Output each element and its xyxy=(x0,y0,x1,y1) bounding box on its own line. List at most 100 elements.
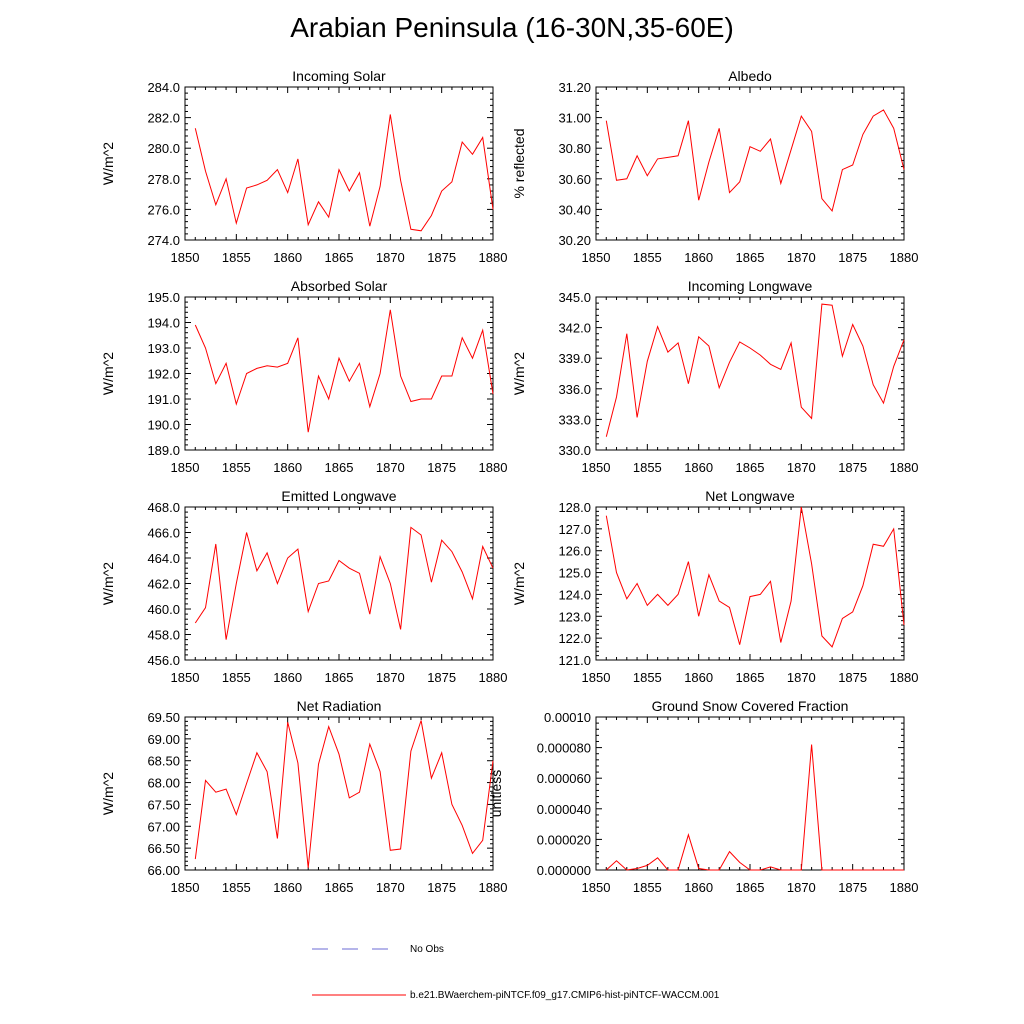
panel-incoming-longwave: 1850 1855 1860 1865 1870 1875 1880 330.0 333.0 33… xyxy=(511,278,918,475)
plot-frame xyxy=(184,716,494,871)
y-tick-label: 195.0 xyxy=(147,290,180,305)
x-tick-label: 1870 xyxy=(787,670,816,685)
y-tick-label: 68.50 xyxy=(147,754,180,769)
y-axis-label: W/m^2 xyxy=(100,352,116,395)
x-tick-label: 1865 xyxy=(736,670,765,685)
x-tick-label: 1865 xyxy=(325,670,354,685)
x-tick-label: 1860 xyxy=(684,250,713,265)
y-tick-label: 274.0 xyxy=(147,233,180,248)
plot-frame xyxy=(595,716,905,871)
y-tick-label: 278.0 xyxy=(147,172,180,187)
plot-frame xyxy=(184,506,494,661)
x-tick-label: 1860 xyxy=(684,880,713,895)
x-tick-label: 1875 xyxy=(427,670,456,685)
y-tick-label: 0.000000 xyxy=(537,863,591,878)
y-tick-label: 30.60 xyxy=(558,172,591,187)
x-tick-label: 1875 xyxy=(838,670,867,685)
y-tick-label: 128.0 xyxy=(558,500,591,515)
y-axis-label: W/m^2 xyxy=(100,142,116,185)
y-tick-label: 282.0 xyxy=(147,111,180,126)
x-tick-label: 1850 xyxy=(171,460,200,475)
legend-model-line xyxy=(312,994,406,996)
y-tick-label: 67.50 xyxy=(147,797,180,812)
x-tick-label: 1875 xyxy=(838,460,867,475)
x-tick-label: 1875 xyxy=(838,880,867,895)
x-tick-label: 1850 xyxy=(582,460,611,475)
x-tick-label: 1880 xyxy=(479,880,508,895)
x-tick-label: 1850 xyxy=(171,670,200,685)
x-tick-label: 1865 xyxy=(325,460,354,475)
y-tick-label: 121.0 xyxy=(558,653,591,668)
y-tick-label: 123.0 xyxy=(558,609,591,624)
y-tick-label: 126.0 xyxy=(558,544,591,559)
x-tick-label: 1855 xyxy=(633,670,662,685)
y-tick-label: 0.000040 xyxy=(537,802,591,817)
y-tick-label: 127.0 xyxy=(558,522,591,537)
x-tick-label: 1865 xyxy=(736,880,765,895)
y-tick-label: 0.000020 xyxy=(537,832,591,847)
y-tick-label: 30.20 xyxy=(558,233,591,248)
y-tick-label: 192.0 xyxy=(147,367,180,382)
y-tick-label: 280.0 xyxy=(147,141,180,156)
y-tick-label: 125.0 xyxy=(558,566,591,581)
y-tick-label: 276.0 xyxy=(147,202,180,217)
x-tick-label: 1870 xyxy=(376,880,405,895)
panel-ground-snow-covered-fraction: 1850 1855 1860 1865 1870 1875 1880 0.000000 0.00… xyxy=(488,698,918,895)
legend-model-label: b.e21.BWaerchem-piNTCF.f09_g17.CMIP6-his… xyxy=(410,990,720,1001)
x-tick-label: 1880 xyxy=(890,250,919,265)
x-tick-label: 1855 xyxy=(633,250,662,265)
panel-net-longwave: 1850 1855 1860 1865 1870 1875 1880 121.0 122.0 12… xyxy=(511,488,918,685)
x-tick-label: 1880 xyxy=(479,670,508,685)
x-tick-label: 1860 xyxy=(273,460,302,475)
x-tick-label: 1850 xyxy=(582,250,611,265)
panel-title: Net Radiation xyxy=(297,698,382,714)
panel-incoming-solar: 1850 1855 1860 1865 1870 1875 1880 274.0 276.0 27… xyxy=(100,68,507,265)
panel-emitted-longwave: 1850 1855 1860 1865 1870 1875 1880 456.0 458.0 46… xyxy=(100,488,507,685)
plot-frame xyxy=(184,86,494,241)
panel-title: Albedo xyxy=(728,68,772,84)
series-line-albedo xyxy=(605,109,905,212)
x-tick-label: 1865 xyxy=(736,460,765,475)
y-axis-label: unitless xyxy=(488,770,504,817)
y-tick-label: 345.0 xyxy=(558,290,591,305)
x-tick-label: 1860 xyxy=(273,670,302,685)
series-line-incoming-longwave xyxy=(605,303,905,437)
panel-title: Absorbed Solar xyxy=(291,278,388,294)
x-tick-label: 1850 xyxy=(582,880,611,895)
panel-title: Incoming Solar xyxy=(292,68,386,84)
x-tick-label: 1865 xyxy=(736,250,765,265)
x-tick-label: 1880 xyxy=(479,460,508,475)
x-tick-label: 1880 xyxy=(890,670,919,685)
x-tick-label: 1875 xyxy=(427,460,456,475)
series-line-incoming-solar xyxy=(194,114,494,232)
y-tick-label: 0.000080 xyxy=(537,741,591,756)
plot-frame xyxy=(595,296,905,451)
panel-title: Ground Snow Covered Fraction xyxy=(652,698,849,714)
y-tick-label: 330.0 xyxy=(558,443,591,458)
y-tick-label: 460.0 xyxy=(147,602,180,617)
y-tick-label: 0.000060 xyxy=(537,771,591,786)
x-tick-label: 1855 xyxy=(633,880,662,895)
y-tick-label: 190.0 xyxy=(147,418,180,433)
x-tick-label: 1860 xyxy=(684,460,713,475)
plot-frame xyxy=(184,296,494,451)
x-tick-label: 1870 xyxy=(376,250,405,265)
y-tick-label: 466.0 xyxy=(147,526,180,541)
panel-title: Emitted Longwave xyxy=(281,488,396,504)
y-tick-label: 458.0 xyxy=(147,628,180,643)
x-tick-label: 1860 xyxy=(273,880,302,895)
y-tick-label: 193.0 xyxy=(147,341,180,356)
y-tick-label: 31.00 xyxy=(558,111,591,126)
y-tick-label: 66.00 xyxy=(147,863,180,878)
x-tick-label: 1860 xyxy=(273,250,302,265)
y-tick-label: 68.00 xyxy=(147,776,180,791)
x-tick-label: 1875 xyxy=(427,250,456,265)
panel-absorbed-solar: 1850 1855 1860 1865 1870 1875 1880 189.0 190.0 19… xyxy=(100,278,507,475)
y-axis-label: W/m^2 xyxy=(100,772,116,815)
x-tick-label: 1850 xyxy=(582,670,611,685)
series-line-net-longwave xyxy=(605,506,905,648)
y-tick-label: 124.0 xyxy=(558,587,591,602)
y-tick-label: 284.0 xyxy=(147,80,180,95)
x-tick-label: 1850 xyxy=(171,880,200,895)
